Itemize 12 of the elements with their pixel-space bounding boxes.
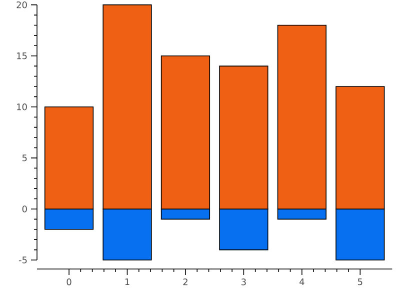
- y-tick-label: 15: [17, 52, 27, 60]
- x-tick-label: 0: [66, 278, 72, 286]
- y-tick-label: 5: [22, 154, 27, 162]
- x-tick-label: 2: [183, 278, 188, 286]
- x-tick-label: 1: [125, 278, 130, 286]
- y-tick-label: -5: [18, 256, 27, 264]
- y-tick-label: 20: [16, 1, 27, 8]
- y-tick-label: 10: [17, 104, 27, 110]
- x-tick-label: 4: [300, 278, 304, 286]
- y-tick-label: 0: [22, 206, 27, 212]
- x-tick-label: 3: [242, 278, 246, 286]
- x-tick-label: 5: [358, 278, 362, 286]
